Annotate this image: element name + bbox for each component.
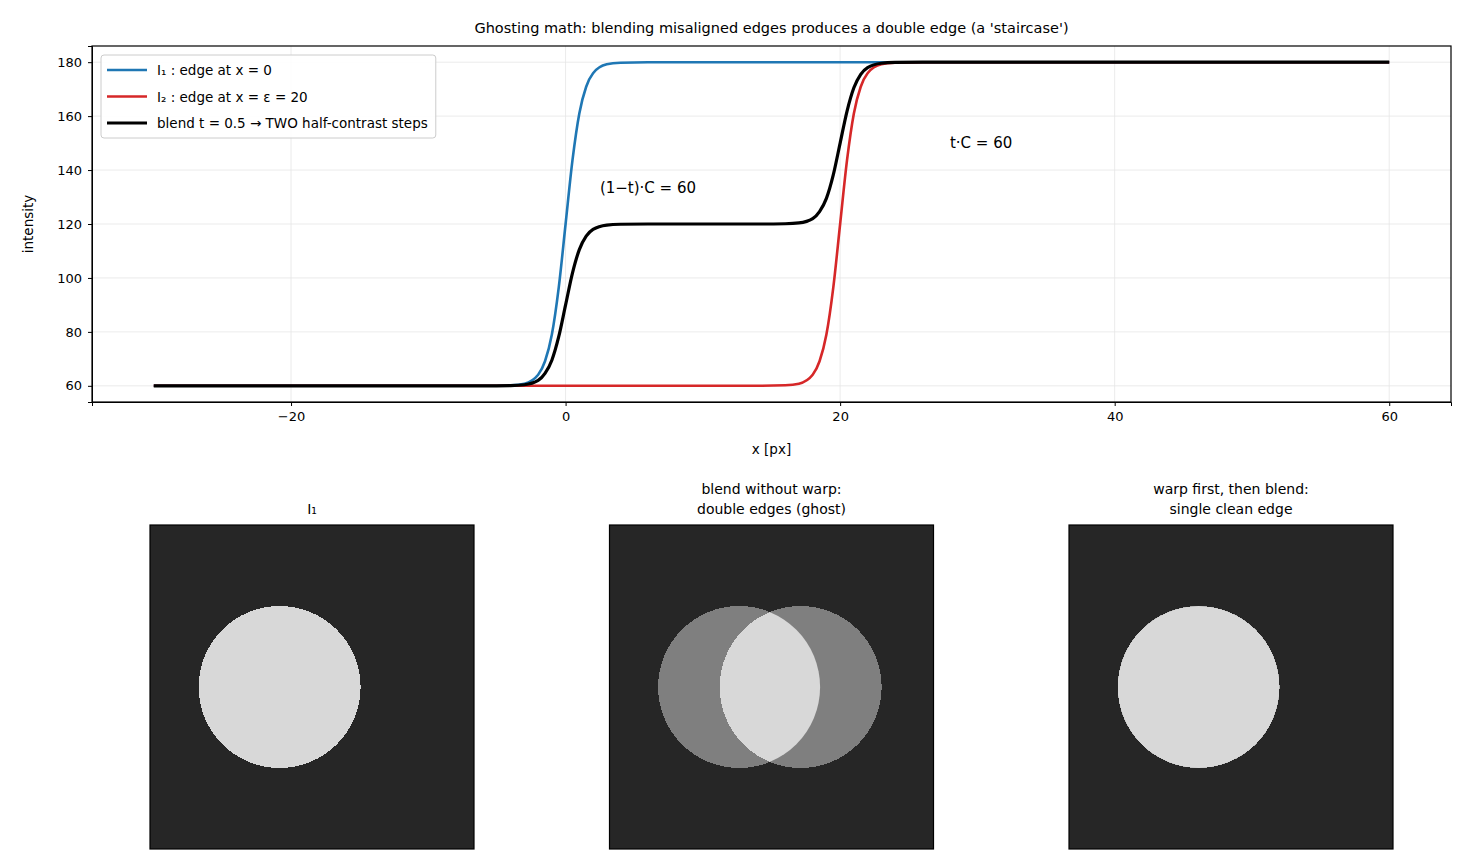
image-background (150, 525, 474, 849)
image-content (610, 525, 934, 849)
panel-title: blend without warp: double edges (ghost) (697, 481, 846, 517)
circle (1118, 606, 1280, 768)
y-tick: 100 (57, 271, 92, 286)
y-tick: 80 (65, 325, 92, 340)
image-frame (150, 525, 474, 849)
legend-swatch (107, 69, 147, 72)
x-axis-title: x [px] (752, 441, 791, 457)
image-frame (610, 525, 934, 849)
x-tick: 0 (562, 402, 570, 424)
y-tick: 140 (57, 163, 92, 178)
annotation: (1−t)·C = 60 (600, 179, 696, 197)
x-tick-label: 60 (1381, 409, 1398, 424)
panel-title-line: single clean edge (1170, 501, 1293, 517)
x-tick: 20 (832, 402, 849, 424)
x-tick: 40 (1107, 402, 1124, 424)
circle (199, 606, 361, 768)
image-panel: warp first, then blend: single clean edge (1069, 481, 1393, 849)
x-tick-label: 40 (1107, 409, 1124, 424)
y-grid-line (92, 277, 1451, 278)
y-tick: 160 (57, 109, 92, 124)
y-axis-title: intensity (20, 195, 36, 254)
legend-box (101, 55, 436, 138)
image-content (150, 525, 474, 849)
legend-label: blend t = 0.5 → TWO half-contrast steps (157, 115, 428, 131)
circle (720, 606, 882, 768)
y-tick-label: 60 (65, 378, 82, 393)
y-tick-label: 120 (57, 217, 82, 232)
legend-label: I₁ : edge at x = 0 (157, 62, 272, 78)
y-tick: 120 (57, 217, 92, 232)
legend-label: I₂ : edge at x = ε = 20 (157, 89, 308, 105)
circle-overlap (720, 606, 882, 768)
x-tick: −20 (278, 402, 305, 424)
image-content (1069, 525, 1393, 849)
legend: I₁ : edge at x = 0 I₂ : edge at x = ε = 2… (101, 55, 436, 138)
y-axis: 60 80 100 120 140 160 180 (57, 47, 92, 403)
image-panel: I₁ (150, 501, 474, 849)
legend-swatch (107, 121, 147, 124)
x-tick-label: 20 (832, 409, 849, 424)
y-tick-label: 160 (57, 109, 82, 124)
panel-title-line: double edges (ghost) (697, 501, 846, 517)
panel-title: I₁ (307, 501, 317, 517)
x-tick-label: 0 (562, 409, 570, 424)
image-panel: blend without warp: double edges (ghost) (610, 481, 934, 849)
line-chart: −20 0 20 40 60 60 80 100 120 140 160 180 Ghosting ma… (20, 20, 1452, 457)
y-tick-label: 180 (57, 55, 82, 70)
y-tick-label: 80 (65, 325, 82, 340)
x-tick-label: −20 (278, 409, 305, 424)
x-tick: 60 (1381, 402, 1398, 424)
circle (1118, 606, 1280, 768)
y-tick: 60 (65, 378, 92, 393)
image-background (610, 525, 934, 849)
circle-overlap (1118, 606, 1280, 768)
x-axis-line (93, 403, 1452, 407)
legend-swatch (107, 95, 147, 98)
image-frame (1069, 525, 1393, 849)
plot-frame (92, 46, 1451, 402)
image-background (1069, 525, 1393, 849)
panel-title-line: warp first, then blend: (1153, 481, 1309, 497)
panel-title-line: I₁ (307, 501, 317, 517)
y-grid-line (92, 170, 1451, 171)
grid (92, 46, 1451, 402)
chart-title: Ghosting math: blending misaligned edges… (474, 20, 1068, 36)
y-tick-label: 140 (57, 163, 82, 178)
y-grid-line (92, 331, 1451, 332)
x-axis: −20 0 20 40 60 (93, 402, 1452, 424)
annotation: t·C = 60 (950, 134, 1012, 152)
y-tick-label: 100 (57, 271, 82, 286)
panel-title: warp first, then blend: single clean edge (1153, 481, 1309, 517)
y-tick: 180 (57, 55, 92, 70)
figure: −20 0 20 40 60 60 80 100 120 140 160 180 Ghosting ma… (0, 0, 1470, 868)
panel-title-line: blend without warp: (701, 481, 841, 497)
